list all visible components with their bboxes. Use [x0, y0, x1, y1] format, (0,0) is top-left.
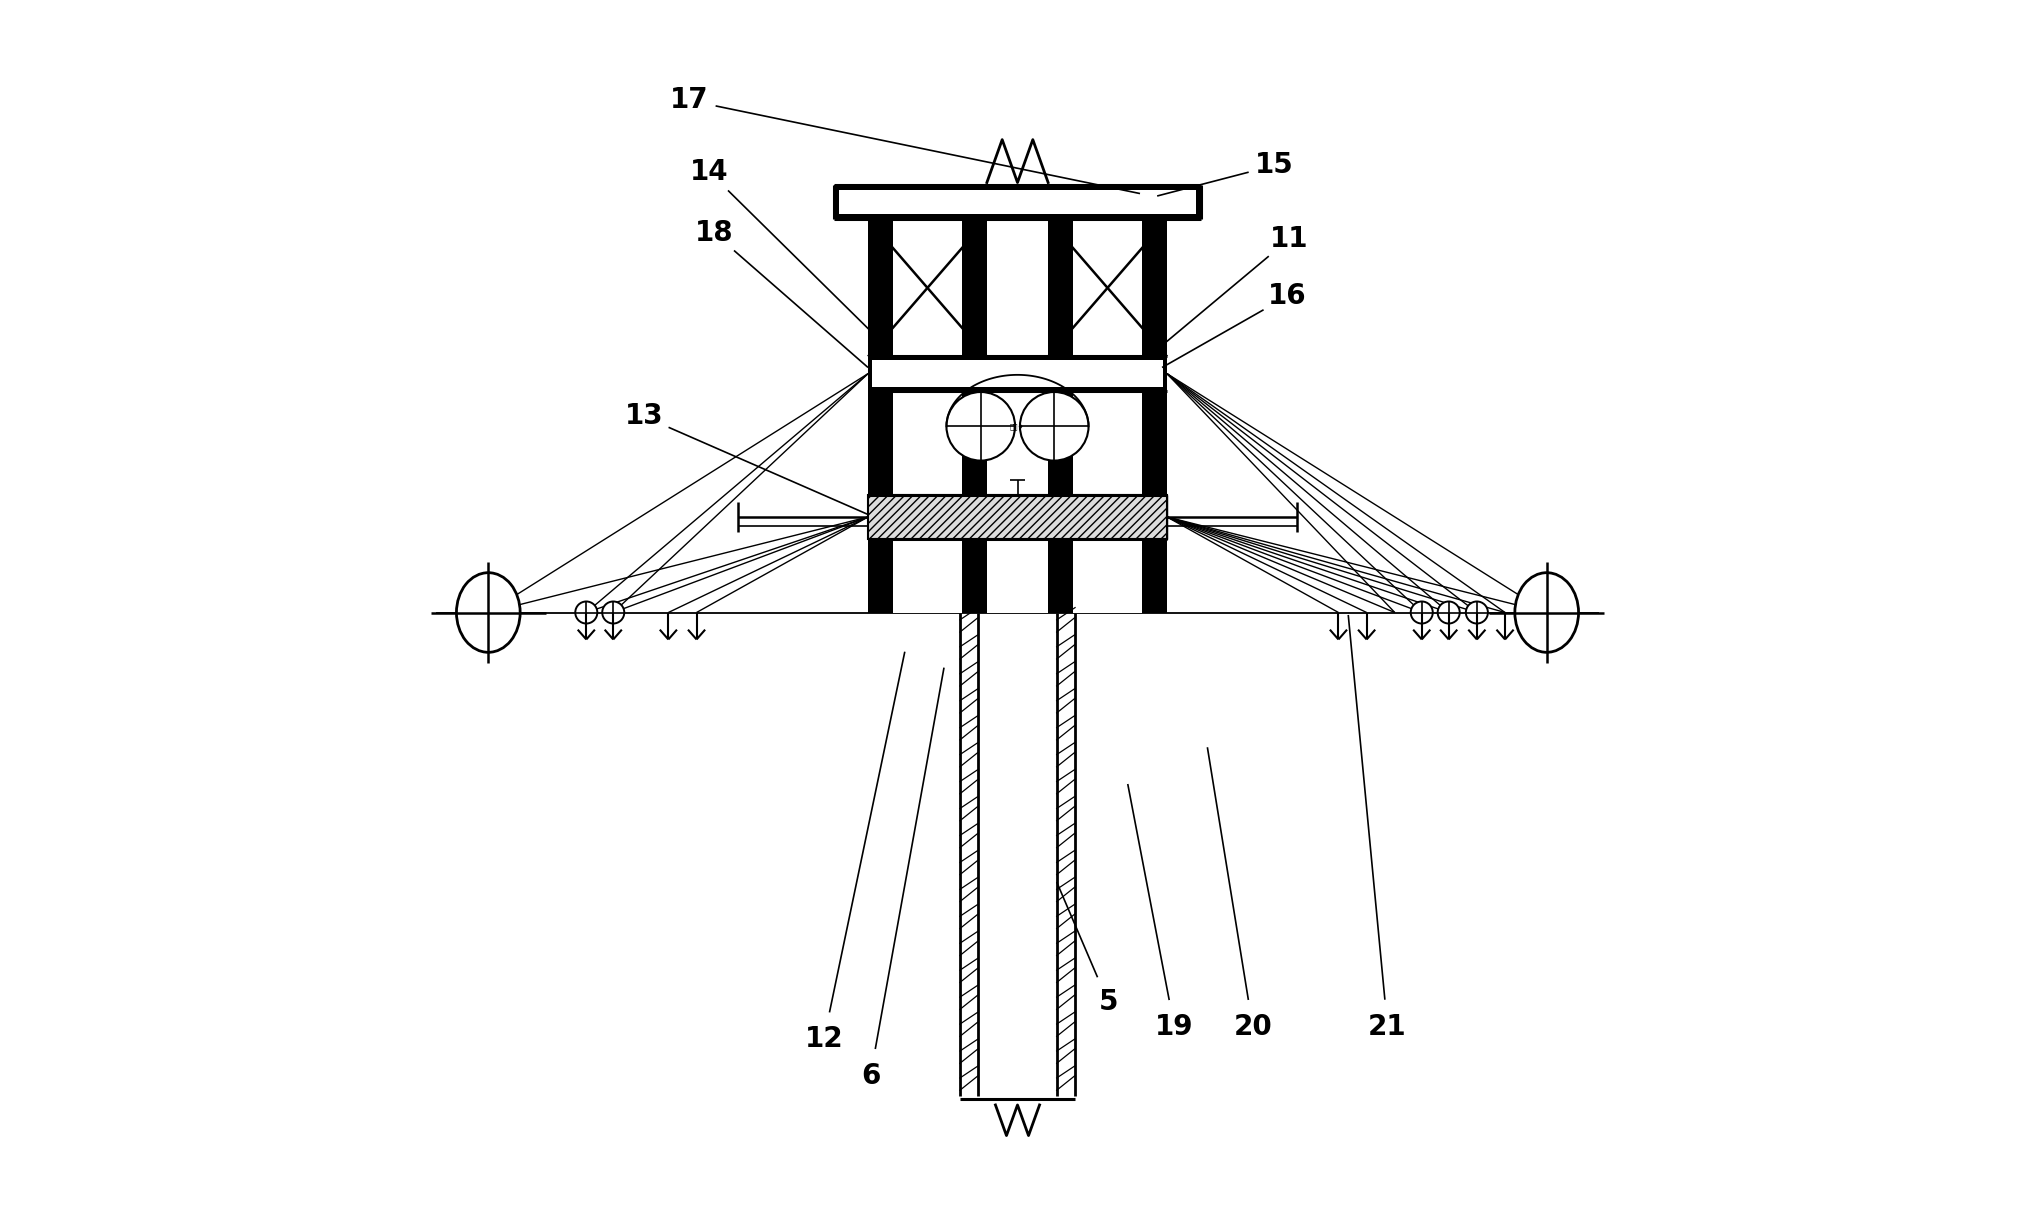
Bar [1048, 202, 1072, 612]
Text: 21: 21 [1368, 1013, 1406, 1040]
Circle shape [1437, 601, 1459, 624]
Bar [963, 326, 985, 356]
Text: 12: 12 [804, 1025, 842, 1052]
Bar [869, 202, 1166, 612]
Bar [871, 360, 1164, 387]
Text: 6: 6 [861, 1062, 881, 1089]
Text: 20: 20 [1233, 1013, 1272, 1040]
Text: 19: 19 [1156, 1013, 1195, 1040]
Bar [869, 202, 893, 612]
Bar [834, 185, 1201, 219]
Text: 16: 16 [1268, 283, 1306, 310]
Text: 14: 14 [690, 158, 729, 185]
Bar [963, 202, 987, 612]
Text: 天轮♦: 天轮♦ [1009, 423, 1026, 430]
Ellipse shape [1514, 573, 1579, 652]
Bar [1048, 219, 1070, 250]
Circle shape [1020, 392, 1089, 461]
Bar [1048, 326, 1070, 356]
Text: 13: 13 [625, 403, 663, 430]
Text: 18: 18 [694, 219, 733, 246]
Text: 11: 11 [1270, 225, 1309, 252]
Text: 15: 15 [1256, 152, 1294, 179]
Bar [869, 356, 1166, 391]
Bar [869, 495, 1166, 539]
Bar [869, 495, 1166, 539]
Ellipse shape [456, 573, 521, 652]
Text: 17: 17 [670, 87, 708, 114]
Bar [963, 219, 985, 250]
Circle shape [1410, 601, 1433, 624]
Bar [1142, 202, 1166, 612]
Circle shape [1465, 601, 1488, 624]
Circle shape [946, 392, 1015, 461]
Text: 5: 5 [1099, 989, 1117, 1016]
Circle shape [602, 601, 625, 624]
Bar [838, 190, 1197, 214]
Circle shape [576, 601, 598, 624]
